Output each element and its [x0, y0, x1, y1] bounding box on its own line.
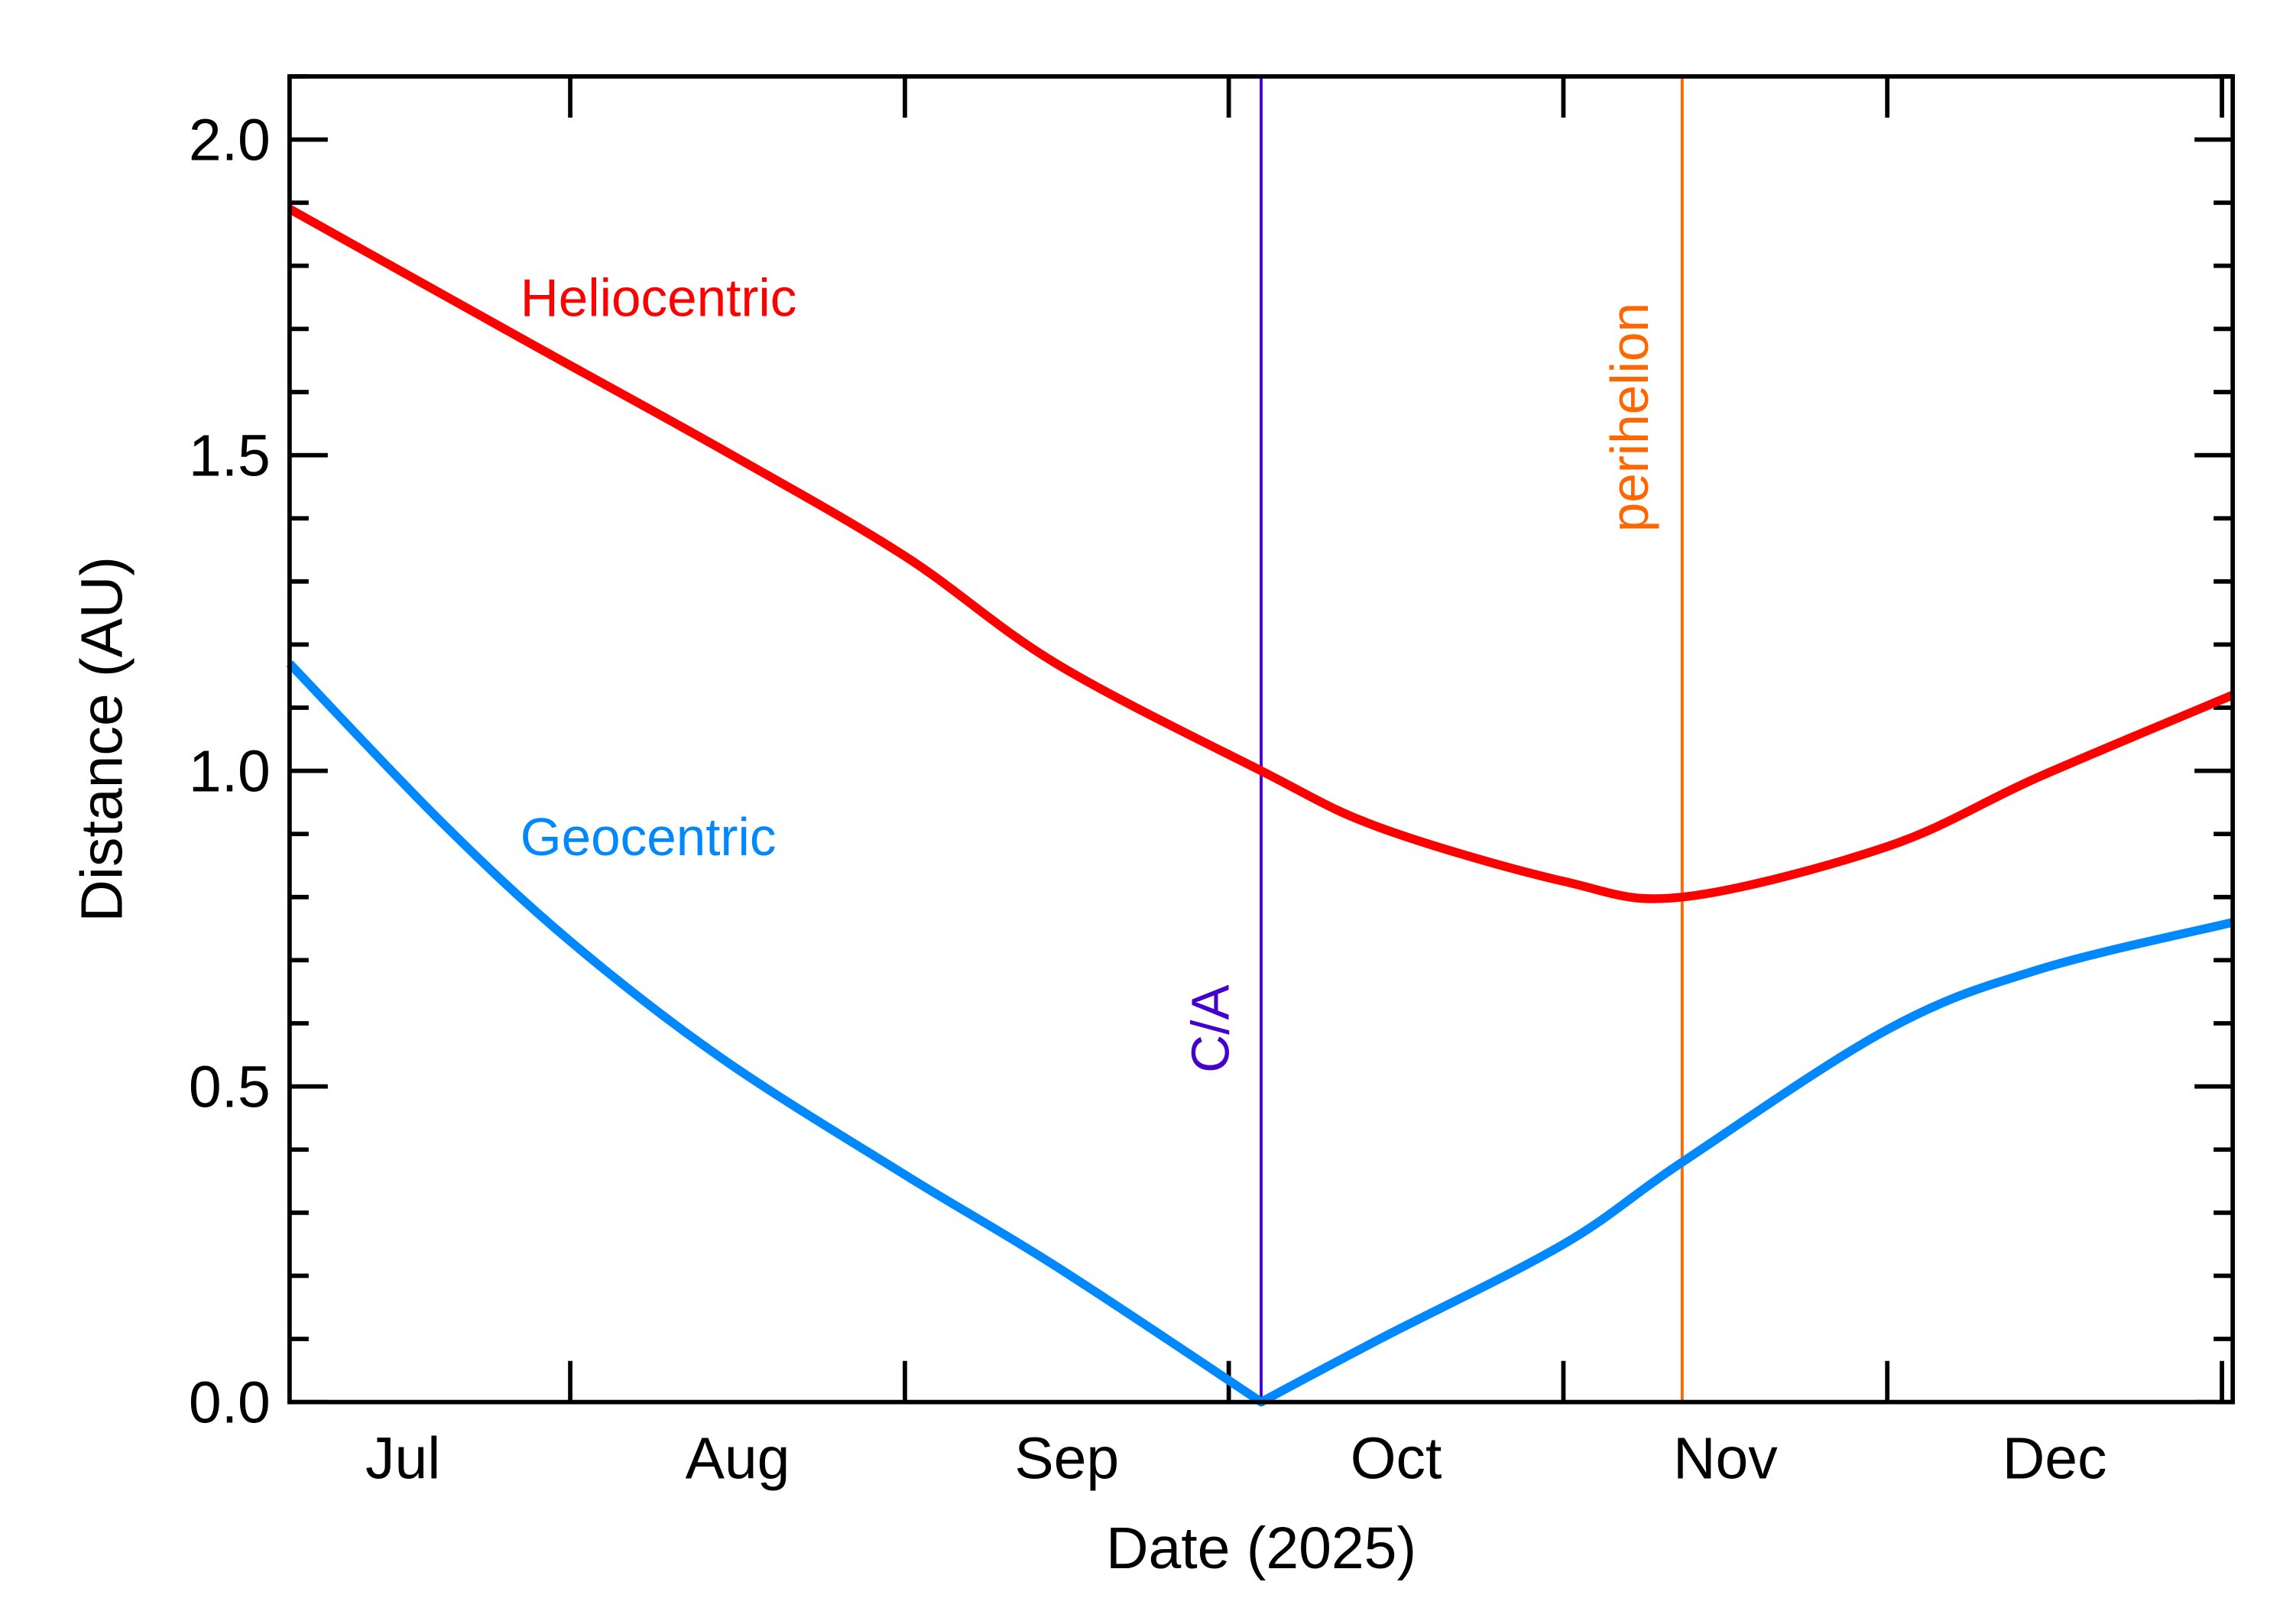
event-lines — [1260, 76, 1684, 1402]
x-tick-label: Aug — [686, 1426, 790, 1492]
y-tick-label: 1.0 — [189, 739, 271, 805]
x-tick-label: Dec — [2003, 1426, 2107, 1492]
annotation-ca-label: C/A — [1181, 984, 1241, 1073]
x-tick-label: Nov — [1673, 1426, 1778, 1492]
annotation-perihelion-label: perihelion — [1600, 303, 1659, 532]
x-axis-label: Date (2025) — [1106, 1515, 1416, 1581]
series-label-heliocentric: Heliocentric — [521, 267, 797, 327]
x-tick-label: Oct — [1351, 1426, 1442, 1492]
y-tick-label: 0.0 — [189, 1370, 271, 1436]
y-axis-label: Distance (AU) — [70, 556, 135, 922]
x-tick-label: Jul — [365, 1426, 440, 1492]
series-line-heliocentric — [287, 205, 2235, 903]
series-label-geocentric: Geocentric — [521, 807, 777, 867]
y-tick-label: 1.5 — [189, 423, 271, 489]
y-tick-label: 2.0 — [189, 108, 271, 173]
y-tick-label: 0.5 — [189, 1055, 271, 1120]
y-tick-labels: 0.0 0.5 1.0 1.5 2.0 — [189, 108, 271, 1436]
x-tick-label: Sep — [1014, 1426, 1119, 1492]
x-tick-labels: Jul Aug Sep Oct Nov Dec — [365, 1426, 2107, 1492]
plot-frame — [287, 74, 2236, 1405]
